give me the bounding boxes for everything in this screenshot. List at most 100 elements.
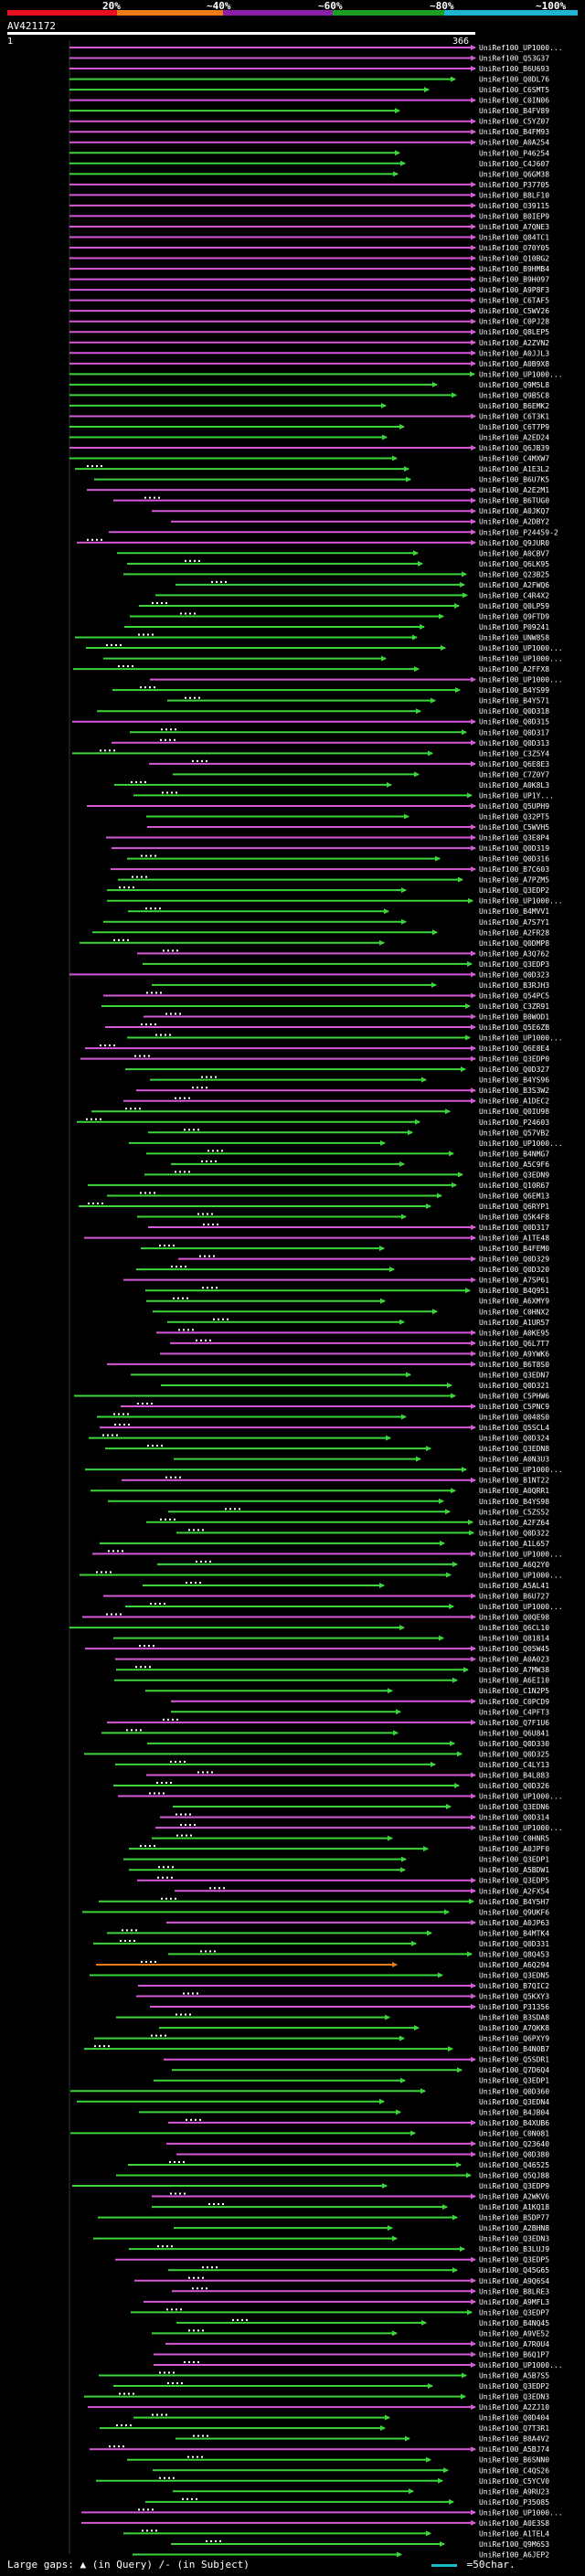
hit-row[interactable]: UniRef100_A2FWQ6 (176, 580, 549, 589)
hit-row[interactable]: UniRef100_Q3EDP1 (154, 2077, 549, 2085)
hit-row[interactable]: UniRef100_Q5SDR1 (164, 2056, 549, 2064)
hit-row[interactable]: UniRef100_Q9UKF6 (82, 1908, 549, 1916)
hit-row[interactable]: UniRef100_Q9JUR0 (77, 538, 549, 547)
hit-row[interactable]: UniRef100_Q53G37 (69, 55, 549, 63)
hit-row[interactable]: UniRef100_Q05W45 (85, 1645, 549, 1653)
hit-row[interactable]: UniRef100_Q0D317 (130, 728, 549, 737)
hit-row[interactable]: UniRef100_Q7F1U6 (107, 1718, 549, 1727)
hit-row[interactable]: UniRef100_A0CBV7 (117, 549, 549, 557)
hit-row[interactable]: UniRef100_B1NT22 (122, 1476, 549, 1485)
hit-row[interactable]: UniRef100_Q0D326 (113, 1781, 549, 1790)
hit-row[interactable]: UniRef100_Q0DL76 (69, 76, 549, 84)
hit-row[interactable]: UniRef100_UP1000... (155, 1824, 563, 1832)
hit-row[interactable]: UniRef100_Q45G65 (168, 2266, 549, 2274)
hit-row[interactable]: UniRef100_B4Y571 (167, 696, 549, 705)
hit-row[interactable]: UniRef100_Q3EDP7 (131, 2308, 549, 2316)
hit-row[interactable]: UniRef100_C5PNC9 (121, 1403, 549, 1411)
hit-row[interactable]: UniRef100_UP1000... (69, 44, 563, 52)
hit-row[interactable]: UniRef100_Q3EDP5 (137, 1876, 549, 1885)
hit-row[interactable]: UniRef100_A6Q2Y0 (157, 1560, 549, 1569)
hit-row[interactable]: UniRef100_A0JP63 (166, 1919, 549, 1927)
hit-row[interactable]: UniRef100_Q6PXY9 (94, 2034, 549, 2043)
hit-row[interactable]: UniRef100_P24603 (77, 1118, 549, 1127)
hit-row[interactable]: UniRef100_UP1000... (92, 1550, 563, 1558)
hit-row[interactable]: UniRef100_Q84TC1 (69, 233, 549, 241)
hit-row[interactable]: UniRef100_Q6E8E4 (85, 1044, 549, 1053)
hit-row[interactable]: UniRef100_B3SDA8 (116, 2013, 549, 2022)
hit-row[interactable]: UniRef100_Q0D380 (176, 2150, 549, 2158)
hit-row[interactable]: UniRef100_B6TUG0 (113, 496, 549, 505)
hit-row[interactable]: UniRef100_A9MFL3 (144, 2298, 549, 2306)
hit-row[interactable]: UniRef100_Q6GM38 (69, 170, 549, 178)
hit-row[interactable]: UniRef100_C5PHW6 (74, 1392, 549, 1400)
hit-row[interactable]: UniRef100_A7QNE3 (69, 223, 549, 231)
hit-row[interactable]: UniRef100_A2FR28 (92, 928, 549, 937)
hit-row[interactable]: UniRef100_Q6L7T7 (170, 1339, 549, 1348)
hit-row[interactable]: UniRef100_UP1000... (118, 1792, 563, 1801)
hit-row[interactable]: UniRef100_B0IEP9 (69, 212, 549, 220)
hit-row[interactable]: UniRef100_UP1000... (80, 1571, 563, 1579)
hit-row[interactable]: UniRef100_B9HMB4 (69, 265, 549, 273)
hit-row[interactable]: UniRef100_UP1000... (125, 1603, 563, 1611)
hit-row[interactable]: UniRef100_A2ED24 (69, 434, 549, 442)
hit-row[interactable]: UniRef100_Q3EDN6 (173, 1803, 549, 1811)
hit-row[interactable]: UniRef100_B6U7K5 (94, 476, 549, 484)
hit-row[interactable]: UniRef100_B4N0B7 (84, 2045, 549, 2053)
hit-row[interactable]: UniRef100_Q3EDN8 (105, 1445, 549, 1453)
hit-row[interactable]: UniRef100_Q3EDN4 (77, 2098, 549, 2106)
hit-row[interactable]: UniRef100_UP1000... (154, 2360, 563, 2369)
hit-row[interactable]: UniRef100_B6U693 (69, 65, 549, 73)
hit-row[interactable]: UniRef100_Q57VB2 (148, 1129, 549, 1137)
hit-row[interactable]: UniRef100_C0N081 (70, 2129, 549, 2137)
hit-row[interactable]: UniRef100_Q6JB39 (69, 444, 549, 452)
hit-row[interactable]: UniRef100_UP1000... (86, 644, 563, 652)
hit-row[interactable]: UniRef100_A0JKQ7 (152, 507, 549, 515)
hit-row[interactable]: UniRef100_B6U727 (103, 1592, 549, 1600)
hit-row[interactable]: UniRef100_B4MVV1 (128, 907, 549, 916)
hit-row[interactable]: UniRef100_Q9M5L8 (69, 381, 549, 389)
hit-row[interactable]: UniRef100_Q81814 (113, 1635, 549, 1643)
hit-row[interactable]: UniRef100_A5C9F6 (171, 1160, 549, 1169)
hit-row[interactable]: UniRef100_B4JB04 (139, 2108, 549, 2116)
hit-row[interactable]: UniRef100_B3S3W2 (136, 1087, 549, 1095)
hit-row[interactable]: UniRef100_A5AL41 (143, 1581, 549, 1590)
hit-row[interactable]: UniRef100_C5WV26 (69, 307, 549, 315)
hit-row[interactable]: UniRef100_A0KE95 (156, 1329, 549, 1337)
hit-row[interactable]: UniRef100_A9YWK6 (160, 1350, 549, 1358)
hit-row[interactable]: UniRef100_Q10BG2 (69, 255, 549, 263)
hit-row[interactable]: UniRef100_Q0D331 (93, 1939, 549, 1948)
hit-row[interactable]: UniRef100_C5WVH5 (147, 823, 549, 832)
hit-row[interactable]: UniRef100_C0PJ28 (69, 318, 549, 326)
hit-row[interactable]: UniRef100_Q0D313 (112, 738, 549, 747)
hit-row[interactable]: UniRef100_Q0D316 (127, 854, 549, 864)
hit-row[interactable]: UniRef100_Q0D329 (178, 1255, 549, 1264)
hit-row[interactable]: UniRef100_A7PZM5 (118, 875, 549, 885)
hit-row[interactable]: UniRef100_C4QS26 (153, 2466, 549, 2475)
hit-row[interactable]: UniRef100_B4FEM0 (141, 1245, 549, 1253)
hit-row[interactable]: UniRef100_C3ZR91 (101, 1002, 549, 1011)
hit-row[interactable]: UniRef100_B4YS98 (108, 1498, 549, 1506)
hit-row[interactable]: UniRef100_Q0D319 (112, 844, 549, 853)
hit-row[interactable]: UniRef100_Q0IU98 (91, 1108, 549, 1116)
hit-row[interactable]: UniRef100_Q3EDP0 (80, 1055, 549, 1064)
hit-row[interactable]: UniRef100_C6T3K1 (69, 412, 549, 420)
hit-row[interactable]: UniRef100_Q32PT5 (146, 812, 549, 821)
hit-row[interactable]: UniRef100_UNW858 (75, 633, 549, 642)
hit-row[interactable]: UniRef100_C6TAF5 (69, 297, 549, 305)
hit-row[interactable]: UniRef100_A2FZ64 (146, 1518, 549, 1527)
hit-row[interactable]: UniRef100_Q048S0 (97, 1413, 549, 1422)
hit-row[interactable]: UniRef100_Q3EDP9 (72, 2182, 549, 2190)
hit-row[interactable]: UniRef100_Q0LP59 (139, 601, 549, 610)
hit-row[interactable]: UniRef100_B8LRE3 (172, 2287, 549, 2295)
hit-row[interactable]: UniRef100_Q23B25 (123, 570, 549, 578)
hit-row[interactable]: UniRef100_C6SMT5 (69, 86, 549, 94)
hit-row[interactable]: UniRef100_B4MTK4 (107, 1929, 549, 1937)
hit-row[interactable]: UniRef100_UP1000... (127, 1034, 563, 1043)
hit-row[interactable]: UniRef100_P37705 (69, 181, 549, 189)
hit-row[interactable]: UniRef100_Q0D321 (161, 1382, 549, 1390)
hit-row[interactable]: UniRef100_A3Q762 (137, 949, 549, 958)
hit-row[interactable]: UniRef100_C4LY13 (115, 1760, 549, 1769)
hit-row[interactable]: UniRef100_Q6LK95 (127, 559, 549, 568)
hit-row[interactable]: UniRef100_Q0D330 (147, 1740, 549, 1748)
hit-row[interactable]: UniRef100_C5YCV0 (96, 2476, 549, 2486)
